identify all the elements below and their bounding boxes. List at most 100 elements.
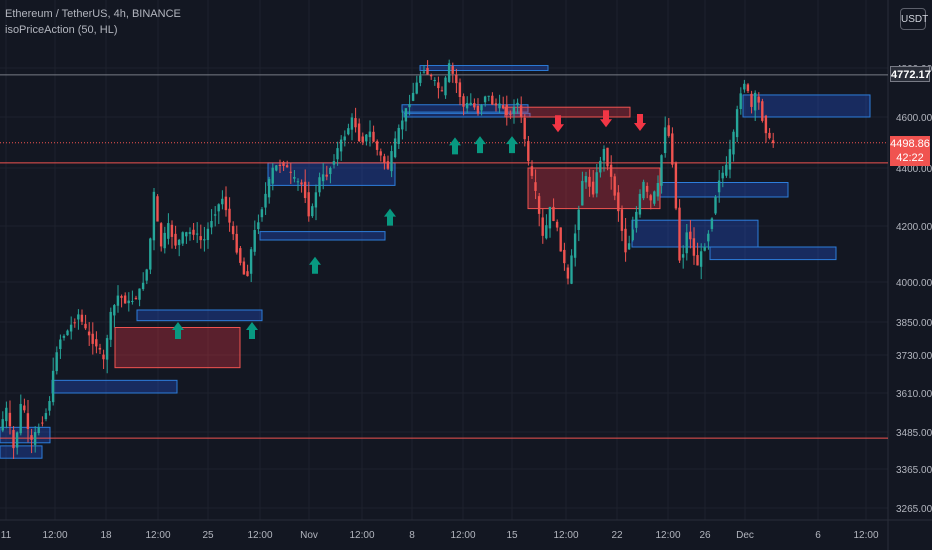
candle-body [638, 193, 642, 215]
candle-body [717, 180, 721, 193]
candle-body [123, 295, 127, 304]
candle-body [296, 181, 300, 183]
price-axis-label: 4600.00 [896, 113, 932, 124]
candle-body [131, 300, 134, 302]
candle-body [408, 104, 411, 108]
candle-body [689, 231, 692, 240]
time-axis-label: 25 [202, 530, 214, 541]
candle-body [750, 93, 753, 107]
candle-body [451, 66, 454, 74]
candle-body [393, 138, 397, 158]
candle-body [289, 171, 292, 173]
candle-body [505, 104, 508, 115]
candle-body [368, 131, 372, 138]
support-zone-box [659, 182, 789, 198]
candle-body [771, 140, 775, 143]
time-axis-label: 12:00 [853, 530, 878, 541]
candle-body [365, 134, 368, 142]
last-price-tag: 4772.17 [890, 66, 931, 82]
sell-signal-arrow [634, 114, 646, 132]
support-zone-box [136, 309, 263, 322]
candle-body [401, 120, 404, 130]
sell-signal-arrow [600, 110, 612, 128]
indicator-label[interactable]: isoPriceAction (50, HL) [5, 24, 118, 36]
time-axis-label: 12:00 [145, 530, 170, 541]
candle-body [195, 233, 199, 235]
candle-body [12, 430, 15, 449]
candle-body [426, 67, 429, 75]
candle-body [692, 238, 696, 256]
candle-body [282, 162, 285, 166]
sell-signal-arrow [552, 115, 564, 133]
candle-body [321, 174, 325, 182]
candle-body [174, 233, 177, 246]
candle-body [231, 226, 235, 235]
candle-body [141, 282, 145, 290]
candle-body [627, 243, 631, 250]
candle-body [541, 217, 544, 236]
candle-body [498, 103, 501, 109]
candle-body [645, 185, 649, 192]
candle-body [149, 238, 152, 270]
candle-body [210, 221, 213, 228]
candle-body [581, 180, 584, 206]
candle-body [329, 168, 332, 175]
candle-body [595, 172, 598, 194]
candle-body [91, 333, 94, 344]
candle-body [19, 403, 22, 434]
candle-body [386, 161, 390, 169]
candle-body [314, 192, 318, 208]
candle-body [516, 102, 519, 106]
candle-body [203, 239, 206, 241]
buy-signal-arrow [172, 322, 184, 339]
candle-body [224, 196, 228, 211]
candle-body [249, 249, 253, 274]
candle-body [548, 206, 552, 229]
currency-button[interactable]: USDT [900, 8, 928, 30]
candle-body [278, 164, 282, 167]
candle-body [26, 413, 30, 429]
candle-body [411, 92, 415, 101]
buy-signal-arrow [309, 256, 321, 274]
candle-body [735, 109, 739, 138]
candle-body [660, 155, 663, 186]
price-axis-label: 4200.00 [896, 222, 932, 233]
buy-signal-arrow [384, 208, 396, 226]
candle-body [5, 407, 8, 422]
candle-body [433, 79, 436, 81]
candle-body [609, 164, 613, 177]
candle-body [739, 93, 742, 110]
candle-body [768, 132, 771, 139]
candle-body [271, 167, 274, 184]
buy-signal-arrow [474, 136, 486, 154]
candle-body [419, 75, 422, 83]
candle-body [145, 269, 148, 281]
candle-body [519, 105, 523, 117]
symbol-title[interactable]: Ethereum / TetherUS, 4h, BINANCE [5, 8, 181, 20]
candle-body [444, 77, 447, 96]
buy-signal-arrow [506, 136, 518, 154]
candle-body [87, 331, 91, 336]
candle-body [1, 419, 4, 431]
candle-body [188, 232, 192, 234]
candle-body [246, 271, 249, 277]
time-axis-label: 18 [100, 530, 112, 541]
candle-body [422, 71, 426, 73]
candle-body [41, 422, 44, 424]
time-axis-label: 12:00 [42, 530, 67, 541]
candle-body [383, 156, 386, 163]
candle-body [761, 101, 764, 121]
candle-body [746, 84, 750, 92]
candle-body [318, 177, 321, 193]
price-axis-label: 3730.00 [896, 351, 932, 362]
candle-body [491, 95, 494, 105]
candle-body [357, 123, 361, 142]
time-axis-label: 12:00 [349, 530, 374, 541]
candle-body [156, 196, 159, 222]
candle-body [181, 232, 184, 244]
candle-body [347, 128, 350, 135]
candle-body [656, 183, 660, 197]
candle-body [671, 133, 674, 165]
